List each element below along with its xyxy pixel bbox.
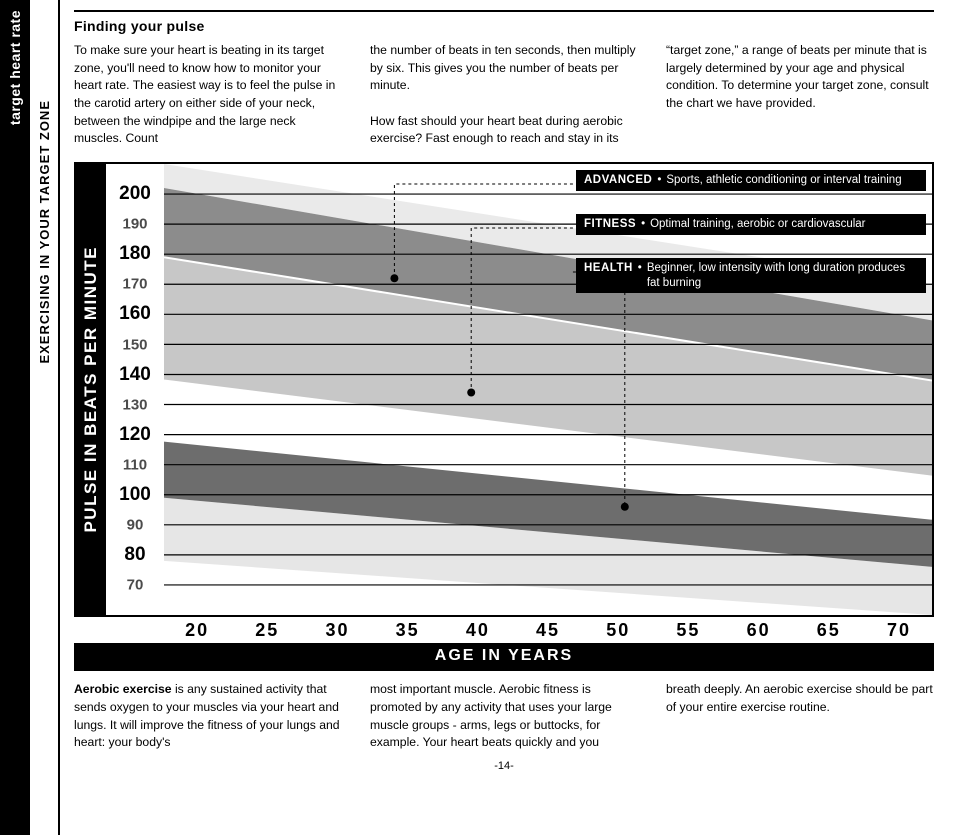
main-content: Finding your pulse To make sure your hea… xyxy=(60,0,954,835)
legend-key: FITNESS xyxy=(584,217,636,231)
y-tick-minor: 90 xyxy=(106,516,164,533)
outro-col-2: most important muscle. Aerobic fitness i… xyxy=(370,681,638,752)
x-tick: 50 xyxy=(583,620,653,641)
legend-desc: Optimal training, aerobic or cardiovascu… xyxy=(650,217,918,231)
y-tick-minor: 70 xyxy=(106,577,164,594)
y-tick-minor: 170 xyxy=(106,276,164,293)
x-tick: 55 xyxy=(653,620,723,641)
intro-col-1: To make sure your heart is beating in it… xyxy=(74,42,342,148)
legend-key: ADVANCED xyxy=(584,173,652,187)
outro-columns: Aerobic exercise is any sustained activi… xyxy=(74,681,934,752)
y-tick-major: 160 xyxy=(106,303,164,325)
legend-desc: Sports, athletic conditioning or interva… xyxy=(666,173,918,187)
y-tick-minor: 150 xyxy=(106,336,164,353)
x-tick: 70 xyxy=(864,620,934,641)
y-axis-label: PULSE IN BEATS PER MINUTE xyxy=(81,246,101,533)
x-tick: 65 xyxy=(794,620,864,641)
y-tick-minor: 110 xyxy=(106,456,164,473)
x-tick: 30 xyxy=(302,620,372,641)
outro-col-1: Aerobic exercise is any sustained activi… xyxy=(74,681,342,752)
y-tick-major: 140 xyxy=(106,364,164,386)
y-tick-major: 180 xyxy=(106,243,164,265)
y-ticks: 200 180 160 140 120 100 80 190 170 150 130 110 90 70 xyxy=(106,164,164,615)
legend-key: HEALTH xyxy=(584,261,633,275)
left-tab-secondary-label: EXERCISING IN YOUR TARGET ZONE xyxy=(37,100,52,364)
y-tick-major: 100 xyxy=(106,484,164,506)
x-tick: 60 xyxy=(724,620,794,641)
legend-advanced: ADVANCED • Sports, athletic conditioning… xyxy=(576,170,926,190)
y-tick-minor: 190 xyxy=(106,216,164,233)
x-tick: 45 xyxy=(513,620,583,641)
left-tab-secondary: EXERCISING IN YOUR TARGET ZONE xyxy=(30,0,60,835)
y-tick-minor: 130 xyxy=(106,396,164,413)
intro-col-3: “target zone,” a range of beats per minu… xyxy=(666,42,934,148)
chart-plot: ADVANCED • Sports, athletic conditioning… xyxy=(164,164,932,615)
page: target heart rate EXERCISING IN YOUR TAR… xyxy=(0,0,954,835)
outro-bold: Aerobic exercise xyxy=(74,682,172,696)
section-title: Finding your pulse xyxy=(74,10,934,42)
legend-fitness: FITNESS • Optimal training, aerobic or c… xyxy=(576,214,926,234)
x-tick: 20 xyxy=(162,620,232,641)
y-axis-bar: PULSE IN BEATS PER MINUTE xyxy=(76,164,106,615)
y-tick-major: 80 xyxy=(106,544,164,566)
heart-rate-chart: PULSE IN BEATS PER MINUTE 200 180 160 140 12… xyxy=(74,162,934,617)
x-axis-label: AGE IN YEARS xyxy=(74,643,934,671)
intro-col-2a: the number of beats in ten seconds, then… xyxy=(370,43,636,92)
y-tick-major: 120 xyxy=(106,424,164,446)
x-ticks: 2025303540455055606570 xyxy=(162,620,934,641)
outro-col-3: breath deeply. An aerobic exercise shoul… xyxy=(666,681,934,752)
intro-col-2b: How fast should your heart beat during a… xyxy=(370,114,623,146)
left-tab-primary-label: target heart rate xyxy=(7,10,23,125)
legend-health: HEALTH • Beginner, low intensity with lo… xyxy=(576,258,926,293)
x-tick: 35 xyxy=(373,620,443,641)
x-ticks-row: 2025303540455055606570 xyxy=(74,617,934,643)
x-tick: 25 xyxy=(232,620,302,641)
page-number: -14- xyxy=(74,760,934,772)
intro-columns: To make sure your heart is beating in it… xyxy=(74,42,934,148)
left-tab-primary: target heart rate xyxy=(0,0,30,835)
x-tick: 40 xyxy=(443,620,513,641)
legend-desc: Beginner, low intensity with long durati… xyxy=(647,261,918,290)
intro-col-2: the number of beats in ten seconds, then… xyxy=(370,42,638,148)
y-tick-major: 200 xyxy=(106,183,164,205)
